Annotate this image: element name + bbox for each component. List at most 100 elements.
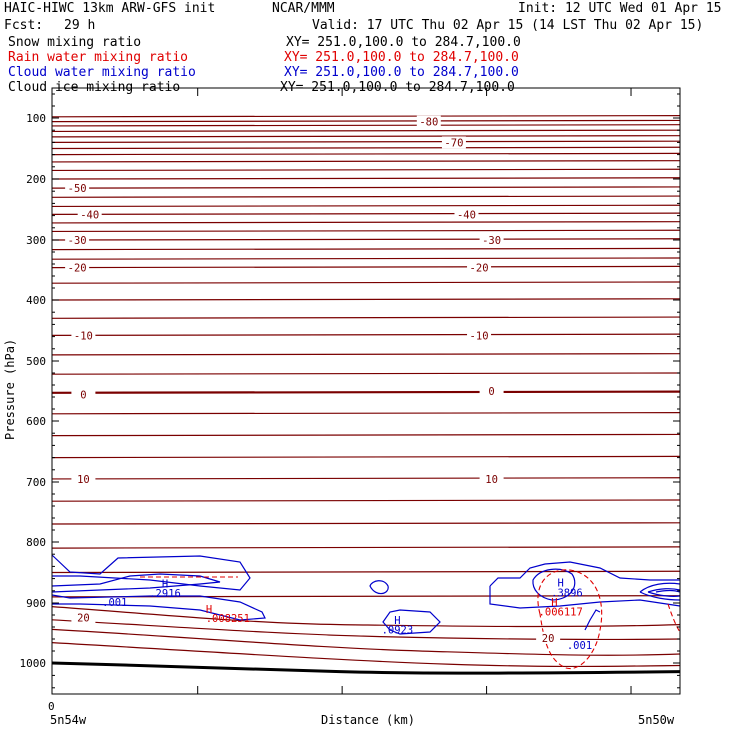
y-tick-label: 700 (26, 476, 46, 489)
ground-surface (51, 661, 681, 675)
y-tick-label: 800 (26, 536, 46, 549)
temperature-contour-line (51, 606, 681, 628)
x-axis-right-location: 5n50w (638, 713, 675, 727)
forecast-hours: 29 h (64, 18, 96, 33)
temperature-contour-line (51, 186, 681, 189)
temperature-contour-line (51, 570, 681, 574)
rain-water-contour (537, 569, 603, 670)
temperature-contour-label: -70 (444, 137, 463, 149)
valid-time: Valid: 17 UTC Thu 02 Apr 15 (14 LST Thu … (312, 18, 704, 33)
y-tick-label: 300 (26, 234, 46, 247)
temperature-label-bg (479, 472, 504, 485)
temperature-label-bg (71, 329, 96, 342)
org-label: NCAR/MMM (272, 1, 335, 16)
temperature-contour-line (51, 298, 681, 301)
cloud-water-label: .3896 (551, 588, 583, 600)
field-name-cloud-water: Cloud water mixing ratio (8, 65, 196, 80)
temperature-contour-label: -40 (80, 209, 99, 221)
temperature-label-bg (71, 472, 96, 485)
cloud-water-label: .001 (102, 597, 127, 609)
cloud-water-contour (639, 582, 681, 601)
temperature-contour-line (51, 238, 681, 241)
temperature-contour-line (51, 160, 681, 163)
temperature-label-bg (71, 388, 96, 401)
temperature-contour-line (51, 247, 681, 251)
temperature-contour-line (51, 455, 681, 459)
cloud-water-label: H (558, 577, 564, 589)
cloud-water-contour (647, 588, 681, 597)
field-name-rain: Rain water mixing ratio (8, 50, 189, 65)
temperature-contour-line (51, 353, 681, 356)
temperature-contour-line (51, 124, 681, 127)
temperature-label-bg (479, 385, 504, 397)
temperature-contour-line (51, 204, 681, 208)
temperature-contour-label: -30 (68, 235, 87, 247)
temperature-label-bg (77, 208, 102, 221)
temperature-contour-line (51, 168, 681, 172)
forecast-label: Fcst: (4, 18, 44, 33)
temperature-contour-label: 10 (485, 474, 498, 486)
temperature-contour-line (51, 265, 681, 269)
temperature-contour-line (51, 546, 681, 549)
temperature-contour-line (51, 257, 681, 260)
temperature-label-bg (467, 261, 492, 274)
cloud-water-contour (51, 594, 266, 621)
x-axis-label: Distance (km) (321, 713, 415, 727)
field-name-snow: Snow mixing ratio (8, 35, 142, 50)
temperature-contour-label: -80 (419, 117, 438, 129)
cloud-water-label: .2916 (149, 588, 181, 600)
cloud-water-contour (489, 586, 681, 609)
cloud-water-contours (51, 554, 681, 635)
temperature-contour-label: 0 (488, 386, 494, 398)
cloud-water-contour (382, 609, 441, 635)
cloud-water-contour (489, 561, 680, 587)
y-tick-label: 500 (26, 355, 46, 368)
temperature-contour-label: 20 (542, 633, 555, 645)
temperature-contour-line (51, 129, 681, 133)
cloud-water-contour (584, 609, 601, 631)
rain-water-label: H (206, 604, 212, 616)
rain-water-label: .008251 (206, 613, 250, 625)
temperature-contour-line (51, 115, 681, 118)
temperature-label-bg (416, 115, 441, 128)
temperature-contour-label: -40 (457, 209, 476, 221)
temperature-contour-line (51, 477, 681, 480)
temperature-contour-line (51, 212, 681, 215)
temperature-label-bg (441, 136, 466, 149)
rain-water-label: H (551, 597, 557, 609)
temperature-contour-line (51, 595, 681, 598)
cloud-water-label: .0923 (382, 624, 414, 636)
temperature-contour-line (51, 221, 681, 224)
cloud-water-contour (655, 589, 681, 593)
temperature-contour-line (51, 140, 681, 143)
temperature-contour-label: -30 (482, 235, 501, 247)
cloud-water-contour (51, 573, 221, 593)
y-tick-label: 100 (26, 112, 46, 125)
temperature-label-bg (65, 182, 90, 195)
x-axis-left-location: 5n54w (50, 713, 87, 727)
rain-water-contour (667, 603, 681, 633)
y-tick-label: 600 (26, 415, 46, 428)
y-tick-label: 200 (26, 173, 46, 186)
temperature-label-bg (71, 611, 96, 624)
temperature-label-bg (536, 631, 561, 644)
temperature-contour-label: -50 (68, 183, 87, 195)
rain-water-label: .006117 (539, 606, 583, 618)
plot-frame (51, 87, 681, 695)
temperature-contour-line (51, 628, 681, 656)
temperature-contour-line (51, 195, 681, 198)
init-time: Init: 12 UTC Wed 01 Apr 15 (518, 1, 722, 16)
temperature-label-bg (65, 234, 90, 246)
y-tick-label: 1000 (20, 657, 47, 670)
temperature-contour-label: -20 (68, 263, 87, 275)
temperature-contour-label: -10 (470, 330, 489, 342)
temperature-contour-line (51, 281, 681, 284)
cloud-water-label: H (394, 615, 400, 627)
temperature-contours (51, 115, 681, 668)
temperature-contour-line (51, 433, 681, 437)
temperature-contour-line (51, 135, 681, 138)
temperature-label-bg (467, 329, 492, 342)
temperature-contour-label: -20 (470, 263, 489, 275)
field-xy-cloud-water: XY= 251.0,100.0 to 284.7,100.0 (284, 65, 519, 80)
